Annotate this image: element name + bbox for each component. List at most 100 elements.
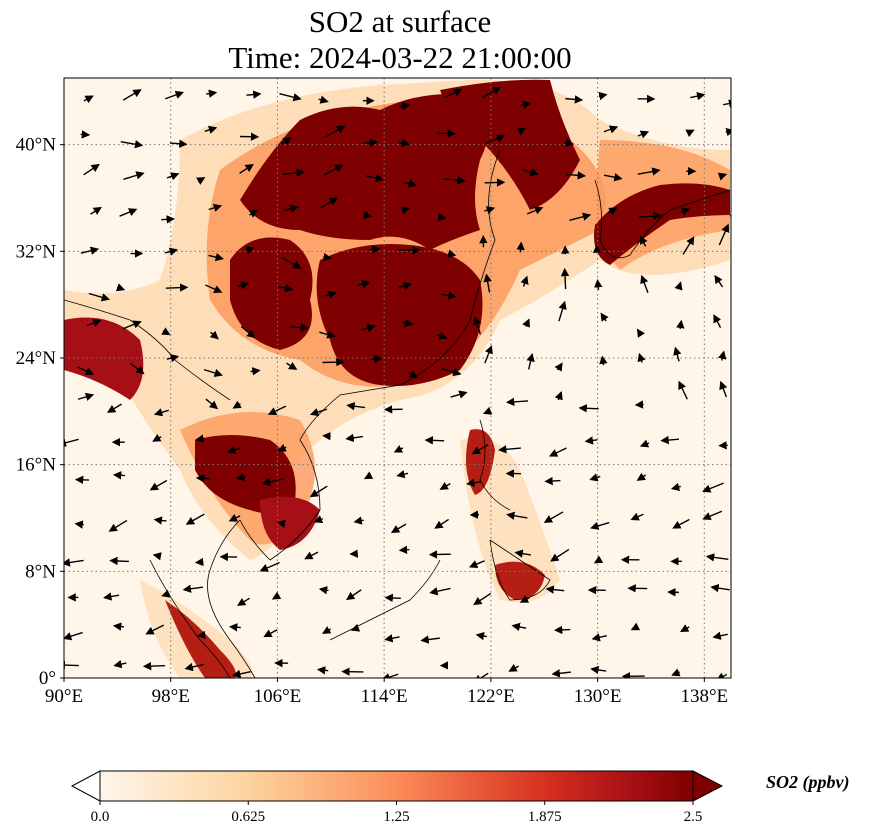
wind-arrow [637,167,661,176]
wind-arrow [672,518,690,529]
wind-arrow [674,281,683,291]
pollution-high-north-china [240,94,488,250]
wind-arrow [603,173,623,182]
wind-arrow [566,171,586,180]
wind-arrow [630,512,644,521]
wind-arrow [166,354,180,363]
y-tick-label: 16°N [16,455,57,476]
wind-arrow [393,445,404,453]
wind-arrow [277,443,287,452]
coastlines [64,149,731,678]
wind-arrow [64,438,79,447]
colorbar-tick-label: 0.0 [91,809,110,825]
y-tick-label: 24°N [16,348,57,369]
colorbar-extend-max [692,770,724,802]
wind-arrow [205,284,223,294]
wind-arrow [553,625,571,635]
wind-arrow [366,173,385,183]
wind-arrow [357,279,371,289]
wind-arrow [640,274,649,293]
x-tick-label: 122°E [467,686,515,707]
wind-arrow [705,553,729,562]
wind-arrow [398,545,410,555]
wind-arrow [165,283,189,292]
wind-arrow [346,589,362,601]
wind-arrow [318,586,329,595]
wind-arrow [195,474,210,483]
wind-arrow [593,555,604,564]
wind-arrow [232,669,251,678]
wind-arrow [161,215,175,224]
wind-arrow [702,510,723,521]
wind-arrow [323,252,333,262]
wind-arrow [475,631,487,641]
wind-arrow [398,138,411,147]
wind-arrow [714,274,724,288]
wind-arrow [511,622,527,632]
wind-arrow [498,445,521,454]
wind-arrow [439,481,451,490]
wind-arrow [250,367,261,376]
wind-arrow [554,362,563,372]
wind-arrow [402,318,414,327]
wind-arrow [83,163,100,176]
wind-arrow [182,584,203,593]
wind-arrow [363,471,374,480]
map-frame [63,77,732,679]
wind-arrow [208,203,223,212]
pollution-high-indochina [195,435,296,514]
wind-arrow [637,352,646,363]
wind-arrow [304,551,319,560]
wind-arrow [519,595,531,603]
wind-arrow [237,281,250,290]
wind-arrow [228,513,241,522]
wind-arrow [471,444,489,455]
wind-arrow [86,319,102,327]
x-tick-label: 106°E [254,686,302,707]
wind-arrow [277,283,294,293]
wind-arrow [636,328,645,338]
wind-arrow [437,129,456,138]
wind-arrow [115,283,126,292]
wind-arrow [520,100,532,110]
map-title-line1: SO2 at surface [308,4,492,39]
wind-arrow [505,397,529,407]
wind-arrow [113,659,127,669]
wind-arrow [324,290,337,299]
wind-arrow [473,316,482,335]
wind-arrow [112,622,125,631]
colorbar-ticks: 0.0 0.625 1.25 1.875 2.5 [91,801,702,825]
x-tick-label: 90°E [45,686,83,707]
wind-arrow [346,402,366,411]
wind-arrow [289,323,310,332]
colorbar-extend-min [70,770,101,802]
wind-arrow [591,633,607,642]
wind-arrow [122,89,142,101]
wind-arrow [283,168,305,177]
wind-arrow [429,587,451,596]
wind-arrow [676,319,685,330]
wind-arrow [578,404,599,413]
wind-arrow [482,406,493,415]
wind-arrow [324,164,344,176]
wind-arrow [690,92,706,101]
wind-arrow [424,436,445,445]
wind-arrow [516,127,527,136]
wind-arrow [321,626,332,634]
wind-arrow [321,197,339,208]
pollution-high-sichuan [230,237,313,350]
wind-arrow [390,523,407,533]
wind-arrow [261,477,284,486]
wind-arrow [227,445,241,454]
wind-arrow [279,93,302,102]
pollution-high-central [316,244,483,386]
wind-arrow [246,90,262,99]
wind-arrow [396,470,409,479]
wind-arrow [353,516,364,525]
wind-arrow [209,330,219,340]
wind-arrow [685,129,695,138]
wind-arrow [196,177,206,185]
wind-arrow [205,398,219,410]
wind-arrow [345,433,363,443]
